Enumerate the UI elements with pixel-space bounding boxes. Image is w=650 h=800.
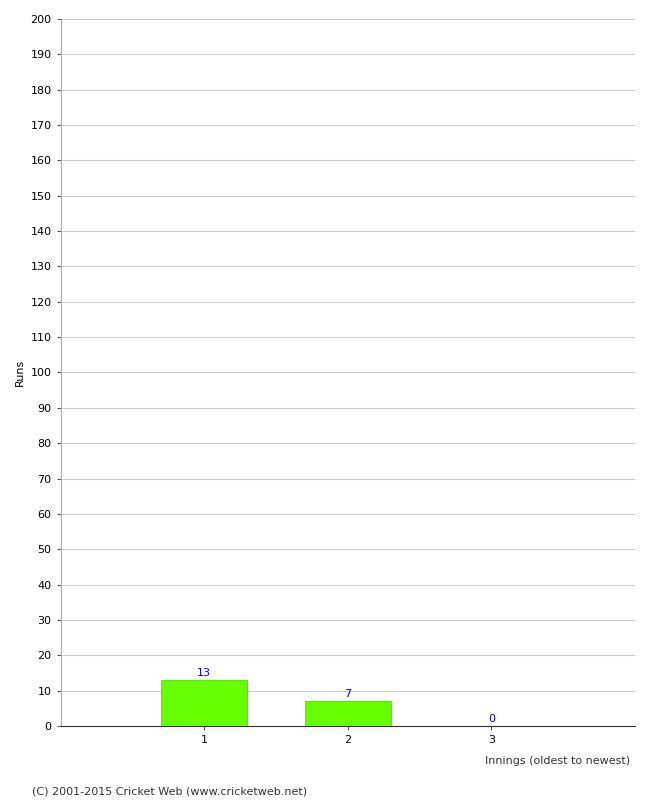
Text: Innings (oldest to newest): Innings (oldest to newest)	[486, 756, 630, 766]
Text: 7: 7	[344, 690, 352, 699]
Text: 13: 13	[198, 668, 211, 678]
Bar	[161, 680, 248, 726]
Bar	[305, 702, 391, 726]
Text: 0: 0	[488, 714, 495, 724]
Y-axis label: Runs: Runs	[15, 359, 25, 386]
Text: (C) 2001-2015 Cricket Web (www.cricketweb.net): (C) 2001-2015 Cricket Web (www.cricketwe…	[32, 786, 307, 796]
